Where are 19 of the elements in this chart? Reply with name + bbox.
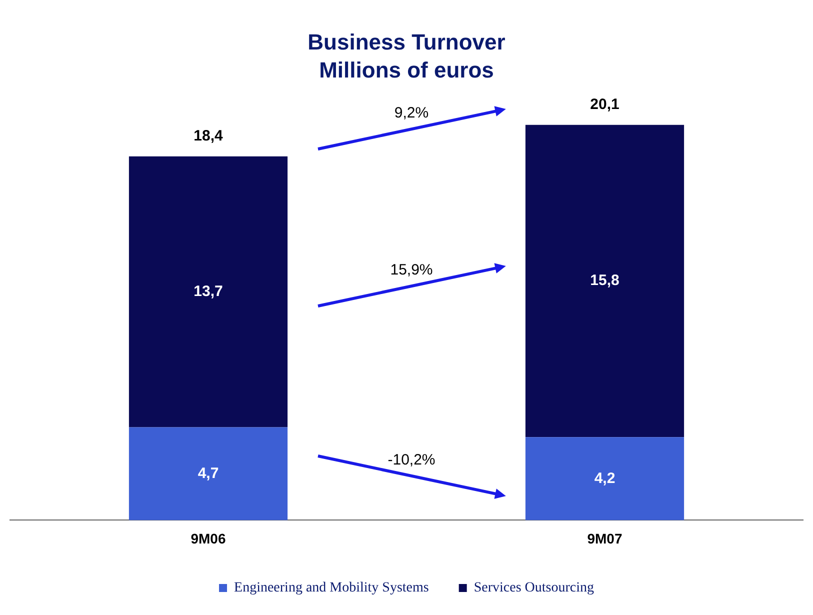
data-label: 15,8 — [590, 272, 620, 290]
text: 9,2% — [391, 104, 432, 122]
total-label: 20,1 — [590, 96, 620, 113]
total-label: 18,4 — [194, 128, 224, 145]
annotation: -10,2% — [384, 452, 438, 469]
x-tick-label: 9M07 — [587, 530, 622, 546]
legend-label: Engineering and Mobility Systems — [234, 580, 429, 596]
data-label: 4,2 — [594, 470, 616, 487]
annotation: 15,9% — [387, 262, 436, 279]
bar — [525, 437, 684, 520]
data-label: 4,7 — [198, 464, 219, 482]
data-label: 13,7 — [194, 282, 223, 300]
x-tick-label: 9M06 — [190, 530, 226, 546]
chart-title: Business Turnover — [308, 29, 506, 54]
bar — [128, 427, 288, 520]
bar — [128, 156, 288, 428]
bar — [525, 124, 684, 438]
legend-label: Services Outsourcing — [474, 580, 594, 596]
chart-subtitle: Millions of euros — [319, 58, 494, 83]
